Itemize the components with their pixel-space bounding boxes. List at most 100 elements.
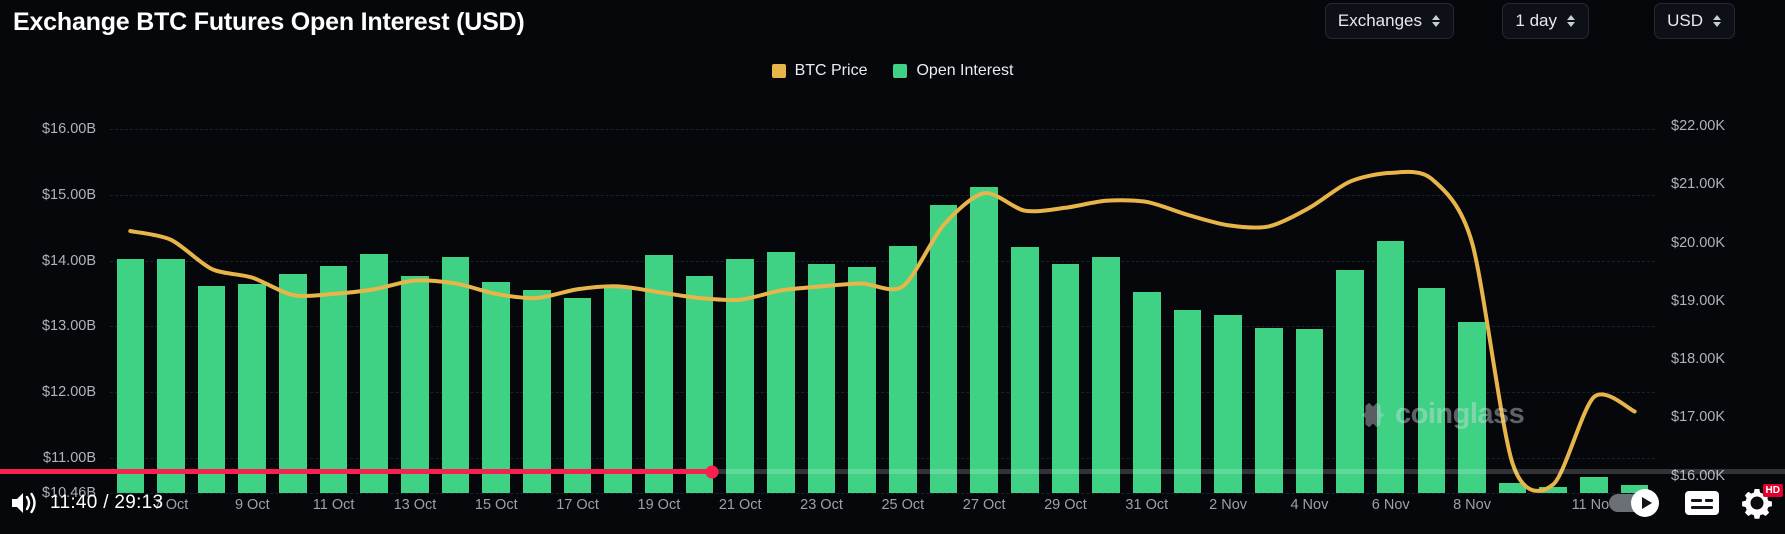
open-interest-bar[interactable] [1092,257,1120,493]
interval-selector[interactable]: 1 day [1502,3,1589,39]
open-interest-bar[interactable] [319,265,348,493]
open-interest-bar[interactable] [401,275,429,493]
bar-cell[interactable] [679,103,720,493]
open-interest-bar[interactable] [929,204,958,493]
open-interest-bar[interactable] [482,281,511,493]
bar-cell[interactable] [395,103,436,493]
bar-cell[interactable] [1492,103,1533,493]
legend-label: BTC Price [794,62,868,79]
y-axis-right: $22.00K $21.00K $20.00K $19.00K $18.00K $17.0… [1661,103,1785,493]
open-interest-bar[interactable] [1620,485,1649,493]
bar-cell[interactable] [354,103,395,493]
bar-cell[interactable] [110,103,151,493]
open-interest-bar[interactable] [279,273,307,493]
bar-cell[interactable] [435,103,476,493]
bar-cell[interactable] [1004,103,1045,493]
gridline [110,129,1655,131]
x-axis-tick: 11 Oct [312,497,355,513]
open-interest-bar[interactable] [197,285,226,493]
open-interest-bar[interactable] [1498,482,1527,493]
exchanges-selector[interactable]: Exchanges [1324,3,1454,39]
bar-cell[interactable] [1086,103,1127,493]
bar-cell[interactable] [1248,103,1289,493]
open-interest-bar[interactable] [1458,322,1486,493]
open-interest-bar[interactable] [1051,263,1080,493]
bar-cell[interactable] [1167,103,1208,493]
open-interest-bar[interactable] [604,286,633,493]
open-interest-bar[interactable] [238,283,267,493]
open-interest-bar[interactable] [563,298,592,493]
open-interest-bar[interactable] [360,254,389,493]
gridline [110,493,1655,494]
y-axis-right-tick: $21.00K [1671,176,1726,193]
y-axis-left-tick: $14.00B [41,252,96,269]
bar-cell[interactable] [1045,103,1086,493]
y-axis-right-tick: $18.00K [1671,351,1726,368]
open-interest-bar[interactable] [807,263,836,493]
bar-cell[interactable] [151,103,192,493]
open-interest-bar[interactable] [1214,315,1242,493]
gridline [110,391,1655,393]
subtitles-icon[interactable] [1685,491,1719,515]
bar-cell[interactable] [1574,103,1615,493]
open-interest-bar[interactable] [1417,288,1446,493]
bar-cell[interactable] [313,103,354,493]
legend-item-open-interest[interactable]: Open Interest [893,62,1013,80]
open-interest-bar[interactable] [1010,247,1039,493]
bar-cell[interactable] [1614,103,1655,493]
open-interest-bar[interactable] [1376,240,1405,493]
open-interest-bar[interactable] [116,259,145,493]
video-progress-bar[interactable] [0,469,1785,474]
open-interest-bar[interactable] [970,187,998,493]
bar-cell[interactable] [232,103,273,493]
open-interest-bar[interactable] [1254,327,1283,493]
settings-control[interactable]: HD [1739,484,1783,520]
x-axis-tick: 31 Oct [1125,497,1169,513]
y-axis-left-tick: $16.00B [41,121,96,138]
x-axis-tick: 7 Oct [153,497,189,513]
bar-cell[interactable] [964,103,1005,493]
open-interest-bar[interactable] [685,275,714,493]
bar-cell[interactable] [923,103,964,493]
bar-cell[interactable] [517,103,558,493]
bar-cell[interactable] [557,103,598,493]
video-player-controls: 11:40 / 29:13 HD [0,478,1785,534]
x-axis-tick: 11 Nov [1571,497,1617,513]
video-scrubber-handle[interactable] [705,465,719,478]
currency-selector[interactable]: USD [1654,3,1735,39]
open-interest-bar[interactable] [1336,270,1364,493]
video-progress-fill [0,469,713,474]
open-interest-bar[interactable] [157,258,185,493]
chart-header: Exchange BTC Futures Open Interest (USD)… [0,0,1785,48]
bar-cell[interactable] [191,103,232,493]
gridline [110,260,1655,262]
gridline [110,326,1655,328]
bar-cell[interactable] [1411,103,1452,493]
play-toggle-button[interactable] [1609,488,1665,518]
open-interest-bar[interactable] [848,267,876,493]
open-interest-bar[interactable] [1132,292,1161,493]
open-interest-bar[interactable] [1580,477,1608,493]
bar-cell[interactable] [598,103,639,493]
bar-cell[interactable] [273,103,314,493]
y-axis-right-tick: $20.00K [1671,234,1726,251]
open-interest-bar[interactable] [1173,309,1202,493]
bar-cell[interactable] [1533,103,1574,493]
video-right-controls: HD [1609,484,1783,520]
exchanges-selector-label: Exchanges [1337,11,1422,30]
bar-cell[interactable] [801,103,842,493]
open-interest-bar[interactable] [441,257,470,493]
open-interest-bar[interactable] [523,290,551,493]
bar-cell[interactable] [1370,103,1411,493]
bar-cell[interactable] [1289,103,1330,493]
open-interest-bar[interactable] [1539,487,1568,493]
volume-icon[interactable] [8,488,42,518]
open-interest-bar[interactable] [1295,328,1324,493]
bar-cell[interactable] [1208,103,1249,493]
bar-cell[interactable] [842,103,883,493]
bar-cell[interactable] [476,103,517,493]
bar-cell[interactable] [1126,103,1167,493]
bar-cell[interactable] [1452,103,1493,493]
legend-item-btc-price[interactable]: BTC Price [771,62,868,80]
bar-cell[interactable] [1330,103,1371,493]
